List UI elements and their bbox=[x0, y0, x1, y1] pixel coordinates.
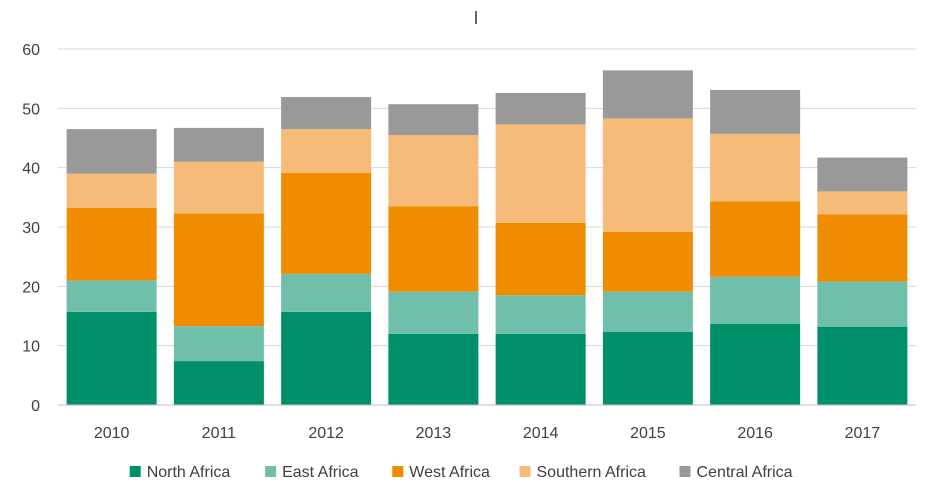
bar-north-africa-2013 bbox=[388, 333, 479, 405]
bar-east-africa-2011 bbox=[173, 326, 264, 362]
legend-item-east-africa: East Africa bbox=[265, 464, 359, 481]
y-tick-label-0: 0 bbox=[31, 398, 40, 415]
y-tick-label-20: 20 bbox=[22, 279, 40, 296]
bar-central-africa-2013 bbox=[388, 104, 479, 136]
x-tick-label-2011: 2011 bbox=[202, 425, 237, 442]
bar-stack-2012 bbox=[281, 97, 372, 405]
y-tick-label-50: 50 bbox=[22, 101, 40, 118]
bar-west-africa-2016 bbox=[710, 201, 801, 277]
x-tick-label-2015: 2015 bbox=[630, 425, 666, 442]
bar-west-africa-2013 bbox=[388, 206, 479, 292]
x-tick-label-2017: 2017 bbox=[845, 425, 881, 442]
bar-west-africa-2015 bbox=[602, 231, 693, 292]
legend-item-southern-africa: Southern Africa bbox=[519, 464, 647, 481]
bar-north-africa-2015 bbox=[602, 332, 693, 405]
x-tick-label-2014: 2014 bbox=[523, 425, 559, 442]
x-tick-label-2012: 2012 bbox=[308, 425, 344, 442]
bar-east-africa-2016 bbox=[710, 276, 801, 324]
y-tick-label-60: 60 bbox=[22, 42, 40, 59]
y-tick-label-40: 40 bbox=[22, 161, 40, 178]
bar-stack-2011 bbox=[173, 127, 264, 405]
bar-north-africa-2014 bbox=[495, 333, 586, 405]
axes: 0 10 20 30 40 50 60 2010 2011 2012 2013 2014 2015 201… bbox=[22, 42, 916, 442]
y-tick-label-30: 30 bbox=[22, 220, 40, 237]
legend-swatch-central-africa bbox=[679, 466, 691, 477]
legend-label-central-africa: Central Africa bbox=[697, 464, 793, 481]
bars bbox=[66, 70, 908, 405]
bar-east-africa-2017 bbox=[817, 281, 908, 327]
bar-east-africa-2015 bbox=[602, 291, 693, 333]
bar-stack-2016 bbox=[710, 89, 801, 405]
x-tick-label-2010: 2010 bbox=[94, 425, 130, 442]
legend-label-west-africa: West Africa bbox=[409, 464, 490, 481]
bar-central-africa-2014 bbox=[495, 92, 586, 125]
legend: North Africa East Africa West Africa Southe… bbox=[129, 464, 793, 481]
x-tick-label-2016: 2016 bbox=[737, 425, 773, 442]
legend-label-southern-africa: Southern Africa bbox=[537, 464, 647, 481]
bar-west-africa-2014 bbox=[495, 222, 586, 296]
bar-central-africa-2010 bbox=[66, 129, 157, 174]
bar-stack-2015 bbox=[602, 70, 693, 405]
legend-label-east-africa: East Africa bbox=[282, 464, 359, 481]
bar-southern-africa-2016 bbox=[710, 133, 801, 202]
x-tick-label-2013: 2013 bbox=[416, 425, 452, 442]
bar-west-africa-2010 bbox=[66, 208, 157, 281]
legend-label-north-africa: North Africa bbox=[147, 464, 231, 481]
bar-southern-africa-2012 bbox=[281, 129, 372, 174]
bar-west-africa-2011 bbox=[173, 213, 264, 327]
bar-southern-africa-2014 bbox=[495, 124, 586, 223]
bar-east-africa-2014 bbox=[495, 295, 586, 334]
bar-southern-africa-2013 bbox=[388, 135, 479, 207]
legend-swatch-north-africa bbox=[129, 466, 141, 477]
bar-east-africa-2013 bbox=[388, 291, 479, 334]
bar-central-africa-2011 bbox=[173, 127, 264, 162]
bar-stack-2013 bbox=[388, 104, 479, 405]
bar-southern-africa-2015 bbox=[602, 118, 693, 232]
bar-north-africa-2010 bbox=[66, 311, 157, 405]
bar-central-africa-2012 bbox=[281, 97, 372, 130]
y-tick-label-10: 10 bbox=[22, 339, 40, 356]
bar-west-africa-2017 bbox=[817, 214, 908, 282]
legend-item-central-africa: Central Africa bbox=[679, 464, 793, 481]
legend-swatch-west-africa bbox=[392, 466, 404, 477]
bar-stack-2010 bbox=[66, 129, 157, 405]
bar-north-africa-2017 bbox=[817, 326, 908, 405]
bar-west-africa-2012 bbox=[281, 173, 372, 274]
bar-stack-2017 bbox=[817, 157, 908, 405]
bar-central-africa-2016 bbox=[710, 89, 801, 134]
legend-item-north-africa: North Africa bbox=[129, 464, 231, 481]
legend-swatch-east-africa bbox=[265, 466, 277, 477]
bar-stack-2014 bbox=[495, 92, 586, 405]
bar-southern-africa-2011 bbox=[173, 161, 264, 214]
bar-central-africa-2017 bbox=[817, 157, 908, 192]
bar-north-africa-2012 bbox=[281, 311, 372, 405]
legend-item-west-africa: West Africa bbox=[392, 464, 490, 481]
bar-east-africa-2012 bbox=[281, 273, 372, 312]
legend-swatch-southern-africa bbox=[519, 466, 531, 477]
bar-central-africa-2015 bbox=[602, 70, 693, 119]
bar-north-africa-2016 bbox=[710, 323, 801, 405]
bar-east-africa-2010 bbox=[66, 280, 157, 312]
bar-north-africa-2011 bbox=[173, 361, 264, 405]
bar-southern-africa-2017 bbox=[817, 191, 908, 215]
bar-southern-africa-2010 bbox=[66, 173, 157, 209]
